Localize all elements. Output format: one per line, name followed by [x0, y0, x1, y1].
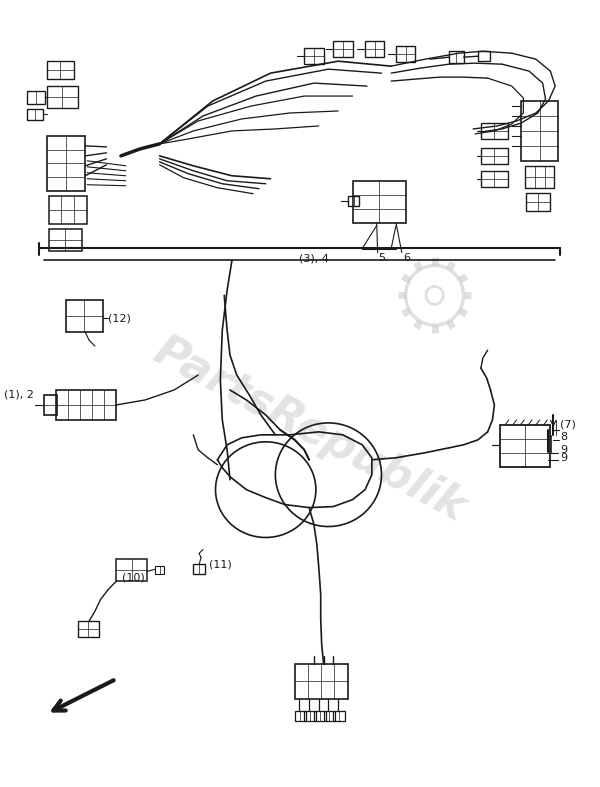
Bar [353, 181, 406, 223]
Text: 5: 5 [379, 253, 386, 264]
Text: (10): (10) [122, 572, 145, 582]
Bar [478, 51, 490, 61]
Bar [28, 91, 45, 104]
Bar [481, 123, 508, 139]
Bar [77, 621, 99, 637]
Text: 8: 8 [560, 432, 567, 442]
Bar [47, 86, 77, 108]
Bar [49, 196, 87, 224]
Bar [526, 193, 550, 211]
Bar [295, 711, 306, 721]
Bar [323, 711, 335, 721]
Bar [193, 564, 205, 575]
Bar [481, 148, 508, 164]
Bar [449, 51, 464, 63]
Bar [525, 166, 554, 188]
Text: (12): (12) [109, 313, 131, 323]
Bar [28, 109, 43, 120]
Bar [47, 61, 74, 79]
Bar [49, 228, 82, 250]
Bar [396, 46, 415, 62]
Text: (7): (7) [560, 420, 576, 430]
Text: (3), 4: (3), 4 [299, 253, 329, 264]
Text: (1), 2: (1), 2 [4, 390, 34, 400]
Bar [295, 664, 348, 699]
Bar [47, 136, 85, 190]
Bar [348, 196, 359, 205]
Bar [304, 48, 323, 65]
Bar [44, 395, 57, 415]
Bar [500, 425, 550, 467]
Bar [481, 171, 508, 187]
Bar [56, 390, 116, 420]
Bar [521, 101, 558, 161]
Bar [333, 711, 345, 721]
Bar [155, 567, 164, 575]
Bar [66, 301, 103, 332]
Bar [116, 560, 147, 582]
Bar [365, 41, 385, 57]
Text: (11): (11) [209, 560, 232, 570]
Text: 6: 6 [404, 253, 410, 264]
Bar [314, 711, 326, 721]
Bar [304, 711, 316, 721]
Text: PartsRepublik: PartsRepublik [146, 330, 472, 530]
Text: 9: 9 [560, 453, 567, 463]
Bar [333, 41, 353, 57]
Text: 9: 9 [560, 445, 567, 455]
